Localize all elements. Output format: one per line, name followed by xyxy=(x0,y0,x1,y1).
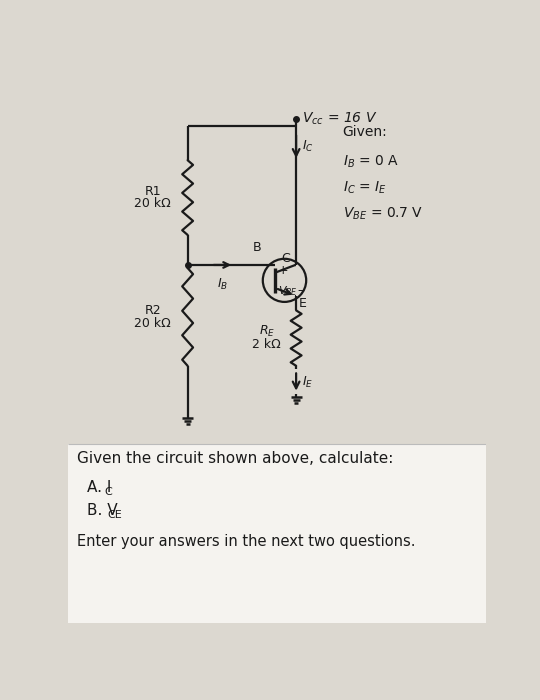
Text: E: E xyxy=(299,298,306,310)
Text: $I_B$ = 0 A: $I_B$ = 0 A xyxy=(342,153,399,170)
Text: A. I: A. I xyxy=(87,480,111,495)
Text: 20 kΩ: 20 kΩ xyxy=(134,197,171,210)
Text: 20 kΩ: 20 kΩ xyxy=(134,316,171,330)
Text: $R_E$: $R_E$ xyxy=(259,324,275,340)
Text: Enter your answers in the next two questions.: Enter your answers in the next two quest… xyxy=(77,534,415,549)
Text: R2: R2 xyxy=(144,304,161,317)
Text: C: C xyxy=(281,252,289,265)
Text: $\mathregular{V_{cc}}$ = 16 V: $\mathregular{V_{cc}}$ = 16 V xyxy=(301,111,377,127)
Text: $I_B$: $I_B$ xyxy=(217,277,228,293)
Text: B: B xyxy=(253,241,262,254)
Text: R1: R1 xyxy=(144,185,161,198)
Text: $V_{BE}$ = 0.7 V: $V_{BE}$ = 0.7 V xyxy=(342,206,422,223)
Text: Given the circuit shown above, calculate:: Given the circuit shown above, calculate… xyxy=(77,451,393,466)
Text: $I_E$: $I_E$ xyxy=(301,374,313,389)
Text: $I_C$: $I_C$ xyxy=(301,139,313,154)
Text: Given:: Given: xyxy=(342,125,387,139)
Text: C: C xyxy=(105,487,112,497)
Bar xyxy=(68,444,486,623)
Text: $V_{BE}$: $V_{BE}$ xyxy=(278,284,298,298)
Text: CE: CE xyxy=(107,510,122,520)
Text: $I_C$ = $I_E$: $I_C$ = $I_E$ xyxy=(342,180,387,196)
Text: –: – xyxy=(297,284,303,298)
Text: B. V: B. V xyxy=(87,503,118,518)
Text: +: + xyxy=(278,264,288,277)
Text: 2 kΩ: 2 kΩ xyxy=(252,338,281,351)
